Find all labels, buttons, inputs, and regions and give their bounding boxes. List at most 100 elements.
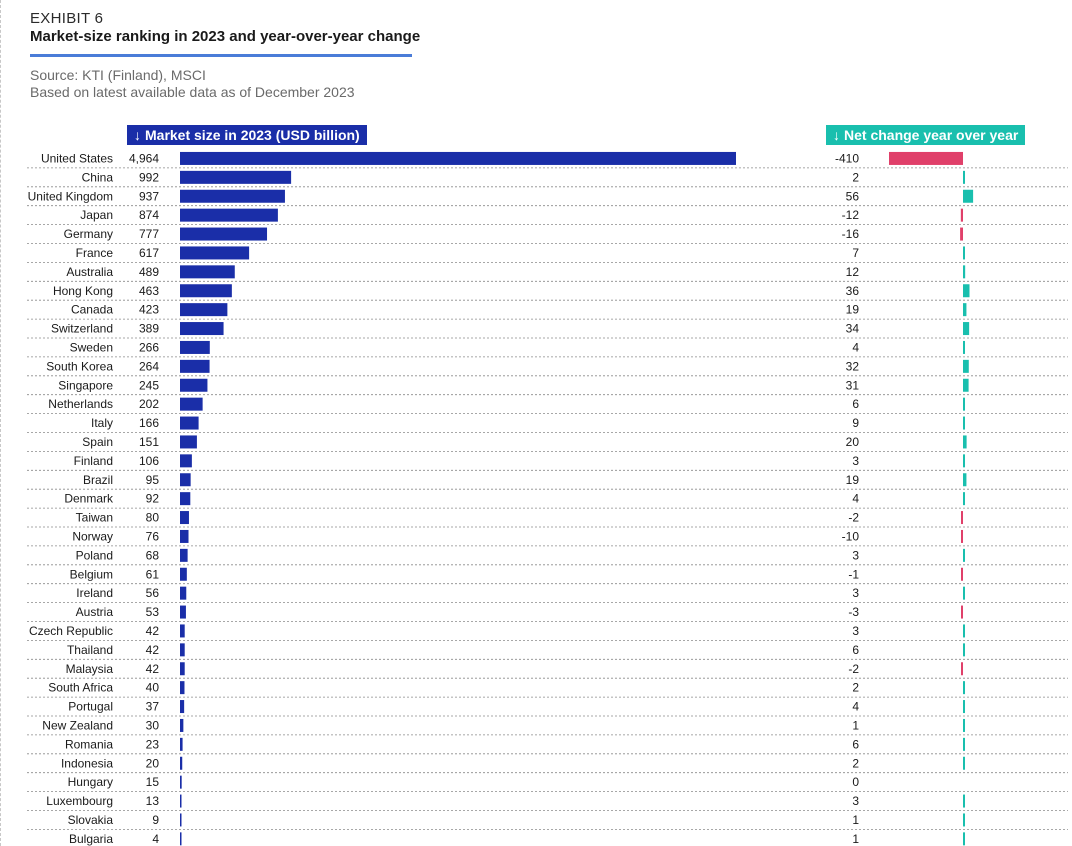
net-change-bar <box>963 454 965 468</box>
country-label: Norway <box>72 529 113 543</box>
country-label: Japan <box>80 208 113 222</box>
market-size-value-label: 937 <box>139 189 159 203</box>
net-change-bar <box>963 737 965 751</box>
net-change-value-label: 3 <box>852 586 859 600</box>
net-change-bar <box>963 492 965 506</box>
market-size-value-label: 80 <box>146 511 160 525</box>
net-change-value-label: -2 <box>848 511 859 525</box>
net-change-bar <box>963 284 970 298</box>
market-size-bar <box>180 529 189 543</box>
net-change-value-label: 7 <box>852 246 859 260</box>
market-size-value-label: 23 <box>146 737 160 751</box>
market-size-bar <box>180 435 197 449</box>
market-size-value-label: 4,964 <box>129 151 159 165</box>
market-size-value-label: 617 <box>139 246 159 260</box>
country-label: Slovakia <box>68 813 114 827</box>
market-size-value-label: 20 <box>146 756 160 770</box>
market-size-value-label: 56 <box>146 586 160 600</box>
net-change-bar <box>963 548 965 562</box>
market-size-bar <box>180 189 285 203</box>
net-change-value-label: 3 <box>852 794 859 808</box>
net-change-bar <box>963 624 965 638</box>
market-size-value-label: 53 <box>146 605 160 619</box>
market-size-value-label: 40 <box>146 681 160 695</box>
market-size-bar <box>180 492 191 506</box>
country-label: Ireland <box>76 586 113 600</box>
country-label: South Korea <box>46 359 113 373</box>
market-size-value-label: 15 <box>146 775 160 789</box>
market-size-bar <box>180 322 224 336</box>
country-label: Denmark <box>64 492 114 506</box>
net-change-value-label: -1 <box>848 567 859 581</box>
country-label: Germany <box>64 227 113 241</box>
net-change-value-label: 31 <box>846 378 860 392</box>
country-label: China <box>82 170 114 184</box>
net-change-value-label: -16 <box>842 227 860 241</box>
market-size-value-label: 874 <box>139 208 159 222</box>
change-column-header-label: Net change year over year <box>844 127 1019 143</box>
market-size-bar <box>180 813 182 827</box>
market-size-value-label: 76 <box>146 529 160 543</box>
size-column-header[interactable]: ↓ Market size in 2023 (USD billion) <box>127 125 367 145</box>
market-size-bar <box>180 246 250 260</box>
market-size-bar <box>180 151 736 165</box>
market-size-bar <box>180 416 199 430</box>
exhibit-label: EXHIBIT 6 <box>30 10 104 27</box>
market-size-bar <box>180 170 292 184</box>
country-label: Hong Kong <box>53 284 113 298</box>
country-label: Austria <box>76 605 114 619</box>
chart-title: Market-size ranking in 2023 and year-ove… <box>30 28 421 45</box>
net-change-value-label: -10 <box>842 529 860 543</box>
market-size-value-label: 61 <box>146 567 160 581</box>
net-change-bar <box>963 435 967 449</box>
market-size-value-label: 389 <box>139 322 159 336</box>
net-change-value-label: 12 <box>846 265 860 279</box>
market-size-bar <box>180 511 189 525</box>
country-label: Brazil <box>83 473 113 487</box>
market-size-bar <box>180 567 187 581</box>
net-change-value-label: 32 <box>846 359 860 373</box>
data-date-note: Based on latest available data as of Dec… <box>30 84 355 100</box>
market-size-bar <box>180 454 192 468</box>
market-size-value-label: 266 <box>139 340 159 354</box>
net-change-bar <box>963 340 965 354</box>
net-change-value-label: 0 <box>852 775 859 789</box>
country-label: United States <box>41 151 113 165</box>
net-change-bar <box>963 473 967 487</box>
market-size-bar <box>180 700 185 714</box>
market-size-value-label: 264 <box>139 359 159 373</box>
net-change-bar <box>961 529 963 543</box>
country-label: Sweden <box>70 340 113 354</box>
market-size-value-label: 13 <box>146 794 160 808</box>
market-size-value-label: 106 <box>139 454 159 468</box>
market-size-value-label: 777 <box>139 227 159 241</box>
market-size-value-label: 9 <box>152 813 159 827</box>
market-size-value-label: 423 <box>139 303 159 317</box>
net-change-bar <box>963 416 965 430</box>
country-label: Switzerland <box>51 322 113 336</box>
country-label: France <box>76 246 114 260</box>
change-column-header[interactable]: ↓ Net change year over year <box>826 125 1026 145</box>
net-change-bar <box>963 303 967 317</box>
country-label: South Africa <box>48 681 113 695</box>
net-change-value-label: 20 <box>846 435 860 449</box>
market-size-bar <box>180 756 183 770</box>
net-change-bar <box>963 265 966 279</box>
country-label: Belgium <box>70 567 113 581</box>
net-change-value-label: 9 <box>852 416 859 430</box>
net-change-bar <box>963 189 974 203</box>
net-change-bar <box>961 511 963 525</box>
net-change-bar <box>961 567 963 581</box>
market-size-value-label: 992 <box>139 170 159 184</box>
net-change-value-label: 1 <box>852 832 859 846</box>
country-label: Bulgaria <box>69 832 113 846</box>
net-change-value-label: -3 <box>848 605 859 619</box>
market-size-value-label: 245 <box>139 378 159 392</box>
country-label: Luxembourg <box>46 794 113 808</box>
country-label: Singapore <box>58 378 113 392</box>
net-change-bar <box>963 170 965 184</box>
net-change-bar <box>963 832 965 846</box>
net-change-bar <box>961 662 963 676</box>
country-label: Netherlands <box>48 397 113 411</box>
market-size-bar <box>180 681 185 695</box>
